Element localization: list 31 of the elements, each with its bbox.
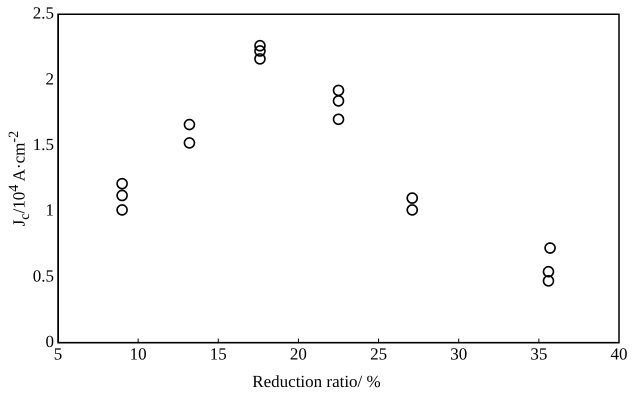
y-tick-label: 0: [46, 332, 54, 352]
point: [116, 204, 128, 216]
x-tick-label: 40: [610, 344, 628, 364]
point: [254, 45, 266, 57]
x-tick-label: 25: [370, 344, 388, 364]
point: [116, 190, 128, 202]
point: [332, 84, 344, 96]
point: [542, 266, 554, 278]
y-tick-label: 2: [46, 69, 54, 88]
y-tick-label: 1: [46, 200, 54, 220]
point: [116, 178, 128, 190]
x-tick-label: 15: [210, 344, 227, 364]
y-tick-label: 1.5: [32, 135, 54, 154]
point: [406, 204, 418, 216]
point: [254, 53, 266, 65]
x-axis-title: Reduction ratio/ %: [251, 372, 382, 392]
point: [184, 118, 196, 130]
point: [332, 113, 344, 126]
x-tick-label: 35: [530, 344, 548, 364]
x-tick-label: 20: [290, 344, 307, 364]
x-tick-label: 30: [450, 344, 468, 364]
point: [542, 275, 554, 287]
x-tick-label: 5: [54, 344, 62, 364]
point: [254, 40, 266, 52]
y-tick-label: 2.5: [32, 4, 54, 23]
point: [544, 242, 556, 254]
point: [184, 137, 196, 149]
y-tick-label: 0.5: [32, 266, 54, 286]
x-tick-label: 10: [130, 344, 147, 364]
point: [406, 192, 418, 204]
point: [332, 95, 344, 107]
